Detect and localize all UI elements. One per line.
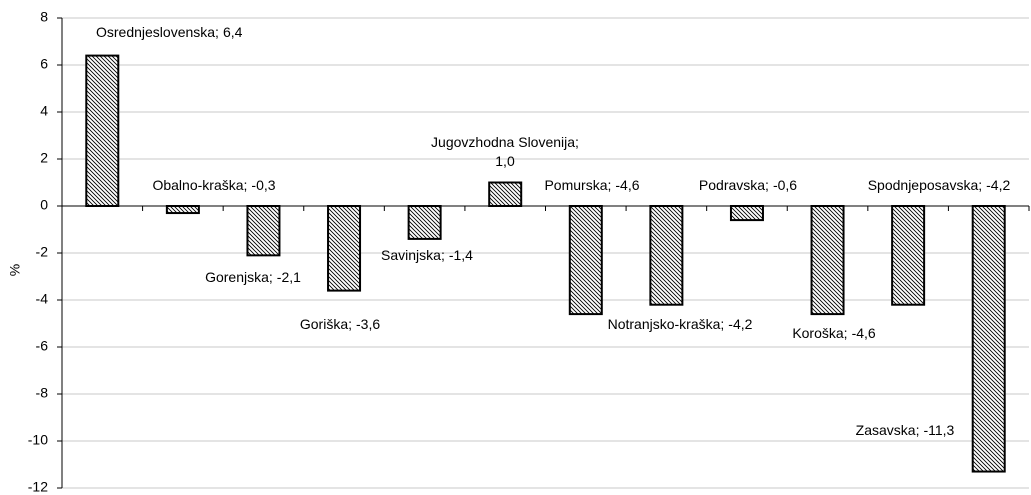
data-label: Savinjska; -1,4 (381, 247, 473, 263)
category-name: Jugovzhodna Slovenija; (431, 134, 579, 150)
data-label: Koroška; -4,6 (792, 325, 876, 341)
value-label: 6,4 (223, 24, 243, 40)
bar (891, 205, 926, 306)
value-label: -11,3 (923, 422, 954, 438)
y-tick-label: -2 (36, 244, 49, 260)
data-label: Notranjsko-kraška; -4,2 (608, 316, 753, 332)
bar (327, 205, 362, 292)
value-label: -4,6 (615, 177, 639, 193)
value-label: -0,3 (251, 177, 275, 193)
data-label: Osrednjeslovenska; 6,4 (96, 24, 243, 40)
category-name: Podravska; (699, 177, 769, 193)
bar (729, 205, 764, 222)
bar (810, 205, 845, 316)
bar (568, 205, 603, 316)
category-name: Zasavska; (856, 422, 920, 438)
bar (649, 205, 684, 306)
bar (488, 181, 523, 207)
category-name: Savinjska; (381, 247, 445, 263)
bar (165, 205, 200, 215)
bar (85, 54, 120, 207)
category-name: Notranjsko-kraška; (608, 316, 725, 332)
category-name: Obalno-kraška; (152, 177, 247, 193)
value-label: -4,6 (852, 325, 876, 341)
y-tick-label: -10 (28, 432, 48, 448)
bar (246, 205, 281, 257)
data-label: Jugovzhodna Slovenija; 1,0 (431, 134, 579, 169)
category-name: Gorenjska; (205, 269, 273, 285)
y-tick-label: -6 (36, 338, 49, 354)
bar (971, 205, 1006, 473)
value-label: -2,1 (277, 269, 301, 285)
value-label: -1,4 (449, 247, 473, 263)
data-label: Gorenjska; -2,1 (205, 269, 301, 285)
data-label: Goriška; -3,6 (300, 316, 380, 332)
value-label: -3,6 (356, 316, 380, 332)
category-name: Spodnjeposavska; (868, 177, 982, 193)
y-tick-label: 0 (40, 197, 48, 213)
y-tick-label: 4 (40, 103, 48, 119)
y-tick-label: -8 (36, 385, 49, 401)
data-label: Zasavska; -11,3 (856, 422, 955, 438)
y-tick-label: -12 (28, 479, 48, 495)
category-name: Pomurska; (544, 177, 611, 193)
y-tick-label: 8 (40, 9, 48, 25)
value-label: 1,0 (495, 153, 515, 169)
data-label: Podravska; -0,6 (699, 177, 797, 193)
data-label: Spodnjeposavska; -4,2 (868, 177, 1011, 193)
category-name: Goriška; (300, 316, 352, 332)
data-label: Obalno-kraška; -0,3 (152, 177, 275, 193)
bar (407, 205, 442, 240)
value-label: -4,2 (986, 177, 1010, 193)
y-axis-label: % (7, 264, 23, 276)
value-label: -4,2 (728, 316, 752, 332)
y-tick-label: 6 (40, 56, 48, 72)
y-tick-label: 2 (40, 150, 48, 166)
category-name: Koroška; (792, 325, 847, 341)
data-label: Pomurska; -4,6 (544, 177, 639, 193)
category-name: Osrednjeslovenska; (96, 24, 219, 40)
y-tick-label: -4 (36, 291, 49, 307)
value-label: -0,6 (773, 177, 797, 193)
